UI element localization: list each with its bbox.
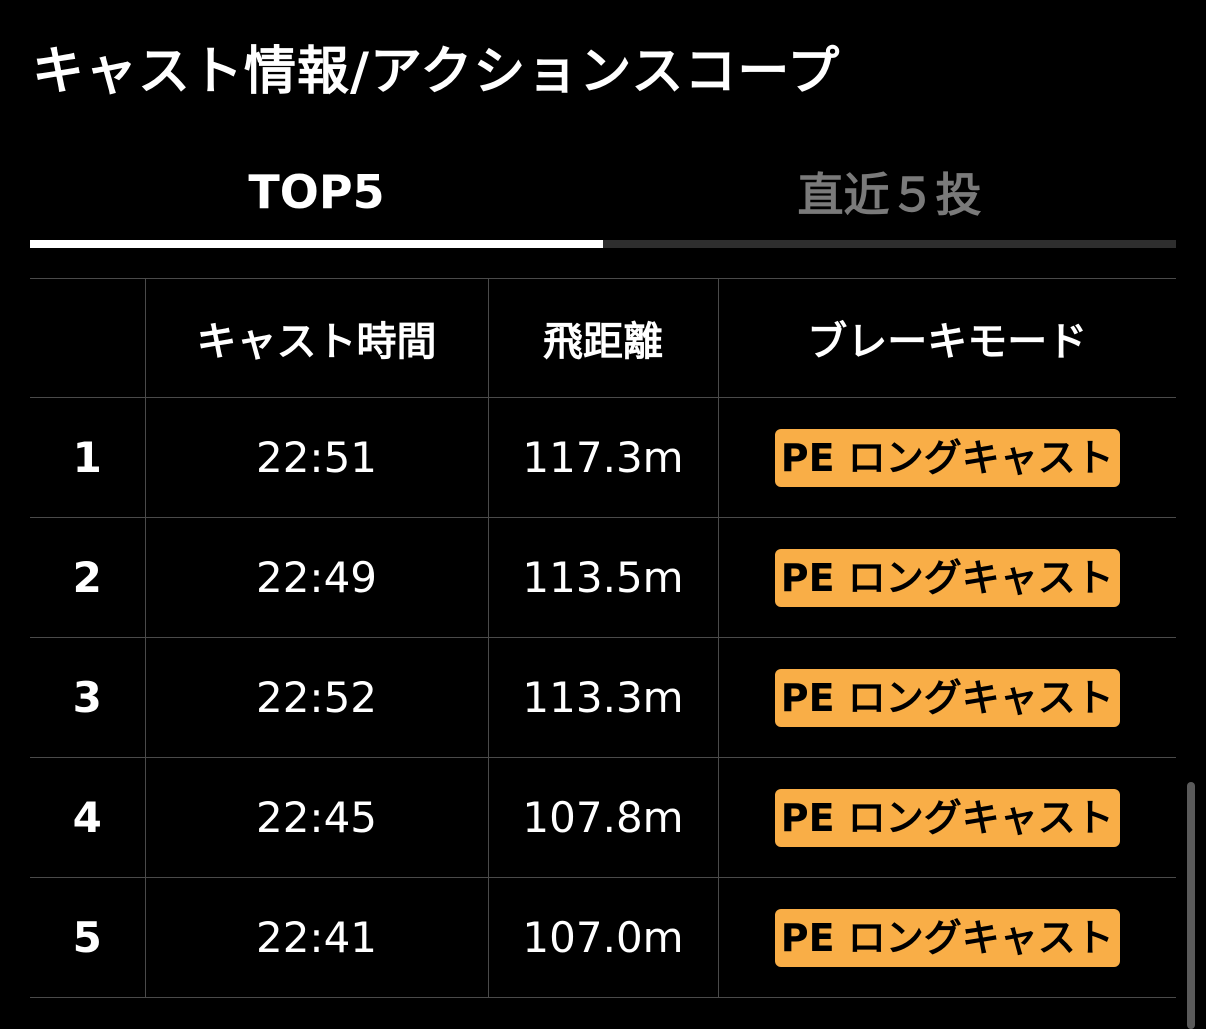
tab-track — [30, 240, 1176, 248]
column-header-brake-mode: ブレーキモード — [717, 278, 1176, 398]
cast-time-cell: 22:41 — [144, 877, 489, 998]
table-row: 5 22:41 107.0m PE ロングキャスト — [30, 877, 1176, 998]
active-tab-indicator — [30, 240, 603, 248]
tab-top5[interactable]: TOP5 — [248, 165, 385, 219]
distance-cell: 113.5m — [487, 517, 719, 638]
rank-cell: 5 — [30, 877, 146, 998]
brake-mode-badge: PE ロングキャスト — [774, 908, 1120, 967]
rank-cell: 3 — [30, 637, 146, 758]
rank-cell: 1 — [30, 397, 146, 518]
cast-time-cell: 22:45 — [144, 757, 489, 878]
brake-mode-cell: PE ロングキャスト — [717, 757, 1176, 878]
cast-time-cell: 22:49 — [144, 517, 489, 638]
cast-time-cell: 22:52 — [144, 637, 489, 758]
vertical-scrollbar[interactable] — [1187, 782, 1195, 1029]
brake-mode-cell: PE ロングキャスト — [717, 637, 1176, 758]
rank-cell: 4 — [30, 757, 146, 878]
brake-mode-badge: PE ロングキャスト — [774, 668, 1120, 727]
brake-mode-badge: PE ロングキャスト — [774, 788, 1120, 847]
brake-mode-badge: PE ロングキャスト — [774, 428, 1120, 487]
table-row: 3 22:52 113.3m PE ロングキャスト — [30, 637, 1176, 758]
table-row: 2 22:49 113.5m PE ロングキャスト — [30, 517, 1176, 638]
tab-bar: TOP5 直近５投 — [30, 150, 1176, 250]
brake-mode-cell: PE ロングキャスト — [717, 397, 1176, 518]
rank-cell: 2 — [30, 517, 146, 638]
table-header-row: キャスト時間 飛距離 ブレーキモード — [30, 278, 1176, 398]
column-header-rank — [30, 278, 146, 398]
table-row: 1 22:51 117.3m PE ロングキャスト — [30, 397, 1176, 518]
distance-cell: 107.0m — [487, 877, 719, 998]
brake-mode-cell: PE ロングキャスト — [717, 517, 1176, 638]
column-header-distance: 飛距離 — [487, 278, 719, 398]
page-title: キャスト情報/アクションスコープ — [32, 42, 841, 102]
distance-cell: 117.3m — [487, 397, 719, 518]
distance-cell: 107.8m — [487, 757, 719, 878]
table-row: 4 22:45 107.8m PE ロングキャスト — [30, 757, 1176, 878]
tab-recent-5-casts[interactable]: 直近５投 — [797, 168, 982, 222]
distance-cell: 113.3m — [487, 637, 719, 758]
brake-mode-cell: PE ロングキャスト — [717, 877, 1176, 998]
brake-mode-badge: PE ロングキャスト — [774, 548, 1120, 607]
cast-ranking-table: キャスト時間 飛距離 ブレーキモード 1 22:51 117.3m PE ロング… — [30, 278, 1176, 998]
column-header-cast-time: キャスト時間 — [144, 278, 489, 398]
cast-time-cell: 22:51 — [144, 397, 489, 518]
